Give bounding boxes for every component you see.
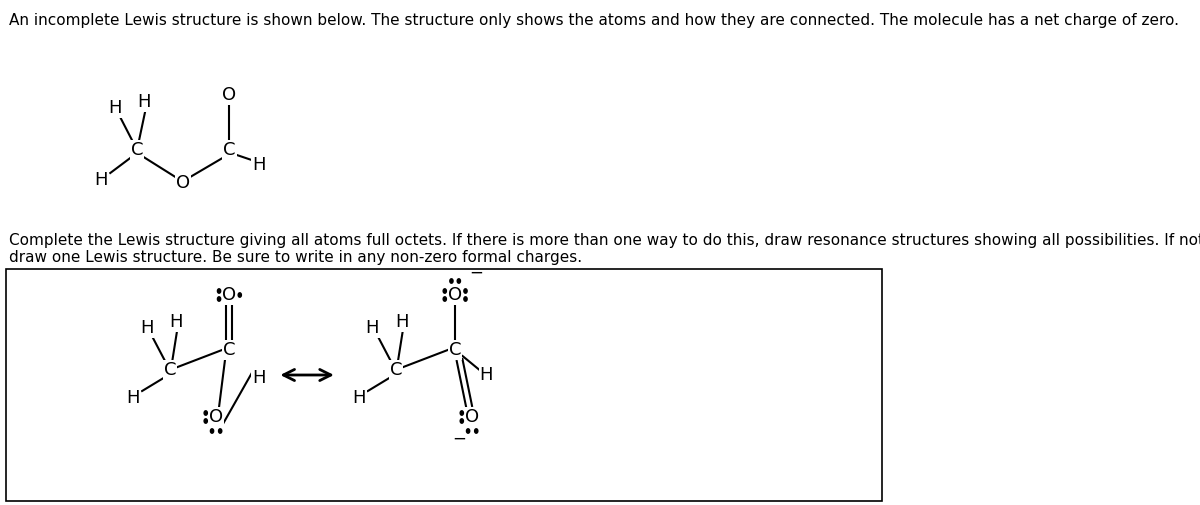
Circle shape xyxy=(217,297,221,301)
Text: O: O xyxy=(175,174,190,192)
Text: H: H xyxy=(480,366,493,384)
Text: Complete the Lewis structure giving all atoms full octets. If there is more than: Complete the Lewis structure giving all … xyxy=(8,233,1200,266)
Text: C: C xyxy=(223,341,235,359)
Text: H: H xyxy=(169,313,182,331)
Text: H: H xyxy=(138,93,151,111)
Circle shape xyxy=(217,289,221,293)
Text: H: H xyxy=(252,156,265,174)
Text: C: C xyxy=(164,361,176,379)
Text: H: H xyxy=(395,313,409,331)
Text: O: O xyxy=(466,408,479,426)
Text: H: H xyxy=(95,171,108,189)
Circle shape xyxy=(204,419,208,423)
Circle shape xyxy=(443,289,446,293)
Circle shape xyxy=(218,429,222,433)
Text: C: C xyxy=(131,141,143,159)
Circle shape xyxy=(457,279,461,283)
Text: C: C xyxy=(390,361,402,379)
Circle shape xyxy=(464,297,467,301)
Text: O: O xyxy=(448,286,462,304)
Circle shape xyxy=(204,411,208,415)
Text: −: − xyxy=(469,264,482,282)
Text: O: O xyxy=(222,86,236,104)
FancyBboxPatch shape xyxy=(6,269,882,501)
Circle shape xyxy=(443,297,446,301)
Text: C: C xyxy=(449,341,461,359)
Circle shape xyxy=(450,279,454,283)
Circle shape xyxy=(460,411,463,415)
Text: H: H xyxy=(366,319,379,337)
Text: H: H xyxy=(252,369,265,387)
Text: An incomplete Lewis structure is shown below. The structure only shows the atoms: An incomplete Lewis structure is shown b… xyxy=(8,13,1178,28)
Circle shape xyxy=(210,429,214,433)
Text: H: H xyxy=(108,99,121,117)
Circle shape xyxy=(467,429,469,433)
Text: H: H xyxy=(352,389,366,407)
Circle shape xyxy=(460,419,463,423)
Circle shape xyxy=(475,429,478,433)
Text: O: O xyxy=(209,408,223,426)
Text: −: − xyxy=(452,430,466,448)
Circle shape xyxy=(238,293,241,297)
Text: C: C xyxy=(223,141,235,159)
Text: H: H xyxy=(139,319,154,337)
Circle shape xyxy=(464,289,467,293)
Text: O: O xyxy=(222,286,236,304)
Text: H: H xyxy=(126,389,140,407)
